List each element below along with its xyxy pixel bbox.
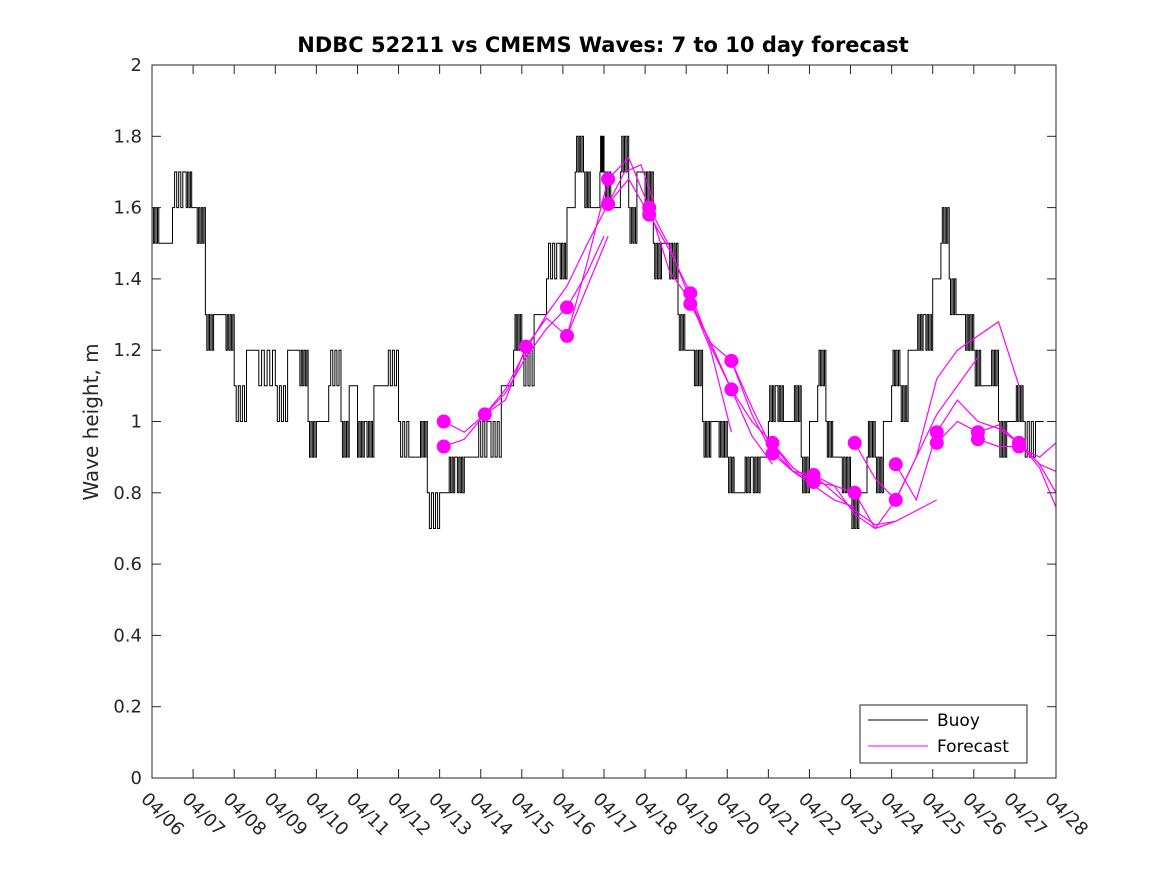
x-tick-label: 04/09 bbox=[260, 789, 312, 841]
x-tick-label: 04/07 bbox=[178, 789, 230, 841]
forecast-run-line bbox=[772, 442, 938, 530]
x-tick-label: 04/26 bbox=[958, 789, 1010, 841]
forecast-marker bbox=[477, 407, 492, 422]
legend-buoy-label: Buoy bbox=[937, 711, 980, 731]
y-tick-label: 1.6 bbox=[113, 198, 142, 219]
forecast-marker bbox=[888, 457, 903, 472]
y-tick-label: 0.4 bbox=[113, 625, 142, 646]
x-tick-label: 04/14 bbox=[465, 789, 517, 841]
forecast-marker bbox=[765, 446, 780, 461]
forecast-marker bbox=[724, 353, 739, 368]
x-tick-label: 04/24 bbox=[876, 789, 928, 841]
x-tick-label: 04/10 bbox=[301, 789, 353, 841]
x-tick-label: 04/11 bbox=[342, 789, 394, 841]
forecast-marker bbox=[560, 328, 574, 343]
forecast-run-line bbox=[443, 235, 605, 448]
forecast-marker bbox=[888, 492, 903, 507]
x-tick-label: 04/16 bbox=[547, 789, 599, 841]
plot-area bbox=[152, 135, 1057, 530]
forecast-run-line bbox=[936, 420, 1057, 472]
x-tick-label: 04/22 bbox=[794, 789, 846, 841]
y-axis-ticks: 0 0.2 0.4 0.6 0.8 1 1.2 1.4 1.6 1.8 2 bbox=[113, 55, 1056, 789]
forecast-run-line bbox=[1018, 442, 1057, 508]
forecast-marker bbox=[765, 435, 780, 450]
x-tick-label: 04/18 bbox=[630, 789, 682, 841]
y-tick-label: 1.8 bbox=[113, 126, 142, 147]
x-tick-label: 04/17 bbox=[588, 789, 640, 841]
forecast-marker bbox=[929, 425, 944, 440]
x-tick-label: 04/13 bbox=[424, 789, 476, 841]
x-tick-label: 04/25 bbox=[917, 789, 969, 841]
x-tick-label: 04/06 bbox=[136, 789, 188, 841]
y-tick-label: 1 bbox=[131, 412, 142, 433]
forecast-marker bbox=[847, 435, 862, 450]
chart-title: NDBC 52211 vs CMEMS Waves: 7 to 10 day f… bbox=[297, 33, 908, 57]
y-tick-label: 1.2 bbox=[113, 340, 142, 361]
forecast-marker bbox=[601, 197, 616, 211]
x-tick-label: 04/21 bbox=[753, 789, 805, 841]
y-tick-label: 0.8 bbox=[113, 483, 142, 504]
x-tick-label: 04/20 bbox=[712, 789, 764, 841]
forecast-marker bbox=[847, 485, 862, 500]
y-tick-label: 2 bbox=[131, 55, 142, 76]
y-axis-label: Wave height, m bbox=[79, 343, 103, 500]
y-tick-label: 0.6 bbox=[113, 554, 142, 575]
forecast-marker bbox=[601, 172, 616, 187]
forecast-marker bbox=[970, 425, 985, 440]
x-tick-label: 04/12 bbox=[383, 789, 435, 841]
buoy-line bbox=[152, 135, 1044, 529]
x-tick-label: 04/19 bbox=[671, 789, 723, 841]
forecast-marker bbox=[806, 468, 821, 482]
forecast-marker bbox=[1012, 435, 1026, 450]
forecast-run-line bbox=[484, 163, 654, 415]
x-tick-label: 04/15 bbox=[506, 789, 558, 841]
forecast-marker bbox=[929, 435, 944, 450]
x-tick-label: 04/27 bbox=[999, 789, 1051, 841]
forecast-marker bbox=[724, 382, 739, 397]
forecast-marker bbox=[560, 300, 574, 315]
legend-forecast-label: Forecast bbox=[937, 737, 1009, 757]
forecast-marker bbox=[683, 296, 698, 311]
legend: Buoy Forecast bbox=[859, 704, 1028, 764]
forecast-marker bbox=[518, 339, 533, 354]
forecast-marker bbox=[683, 286, 698, 301]
forecast-marker bbox=[436, 439, 451, 454]
y-tick-label: 0 bbox=[131, 768, 142, 789]
legend-box bbox=[859, 704, 1028, 764]
forecast-marker bbox=[642, 200, 657, 215]
x-tick-label: 04/28 bbox=[1040, 789, 1092, 841]
y-tick-label: 0.2 bbox=[113, 697, 142, 718]
forecast-run-line bbox=[854, 320, 1020, 501]
x-tick-label: 04/08 bbox=[219, 789, 271, 841]
forecast-run-line bbox=[443, 235, 609, 433]
y-tick-label: 1.4 bbox=[113, 269, 142, 290]
x-tick-label: 04/23 bbox=[835, 789, 887, 841]
forecast-marker bbox=[436, 414, 451, 429]
